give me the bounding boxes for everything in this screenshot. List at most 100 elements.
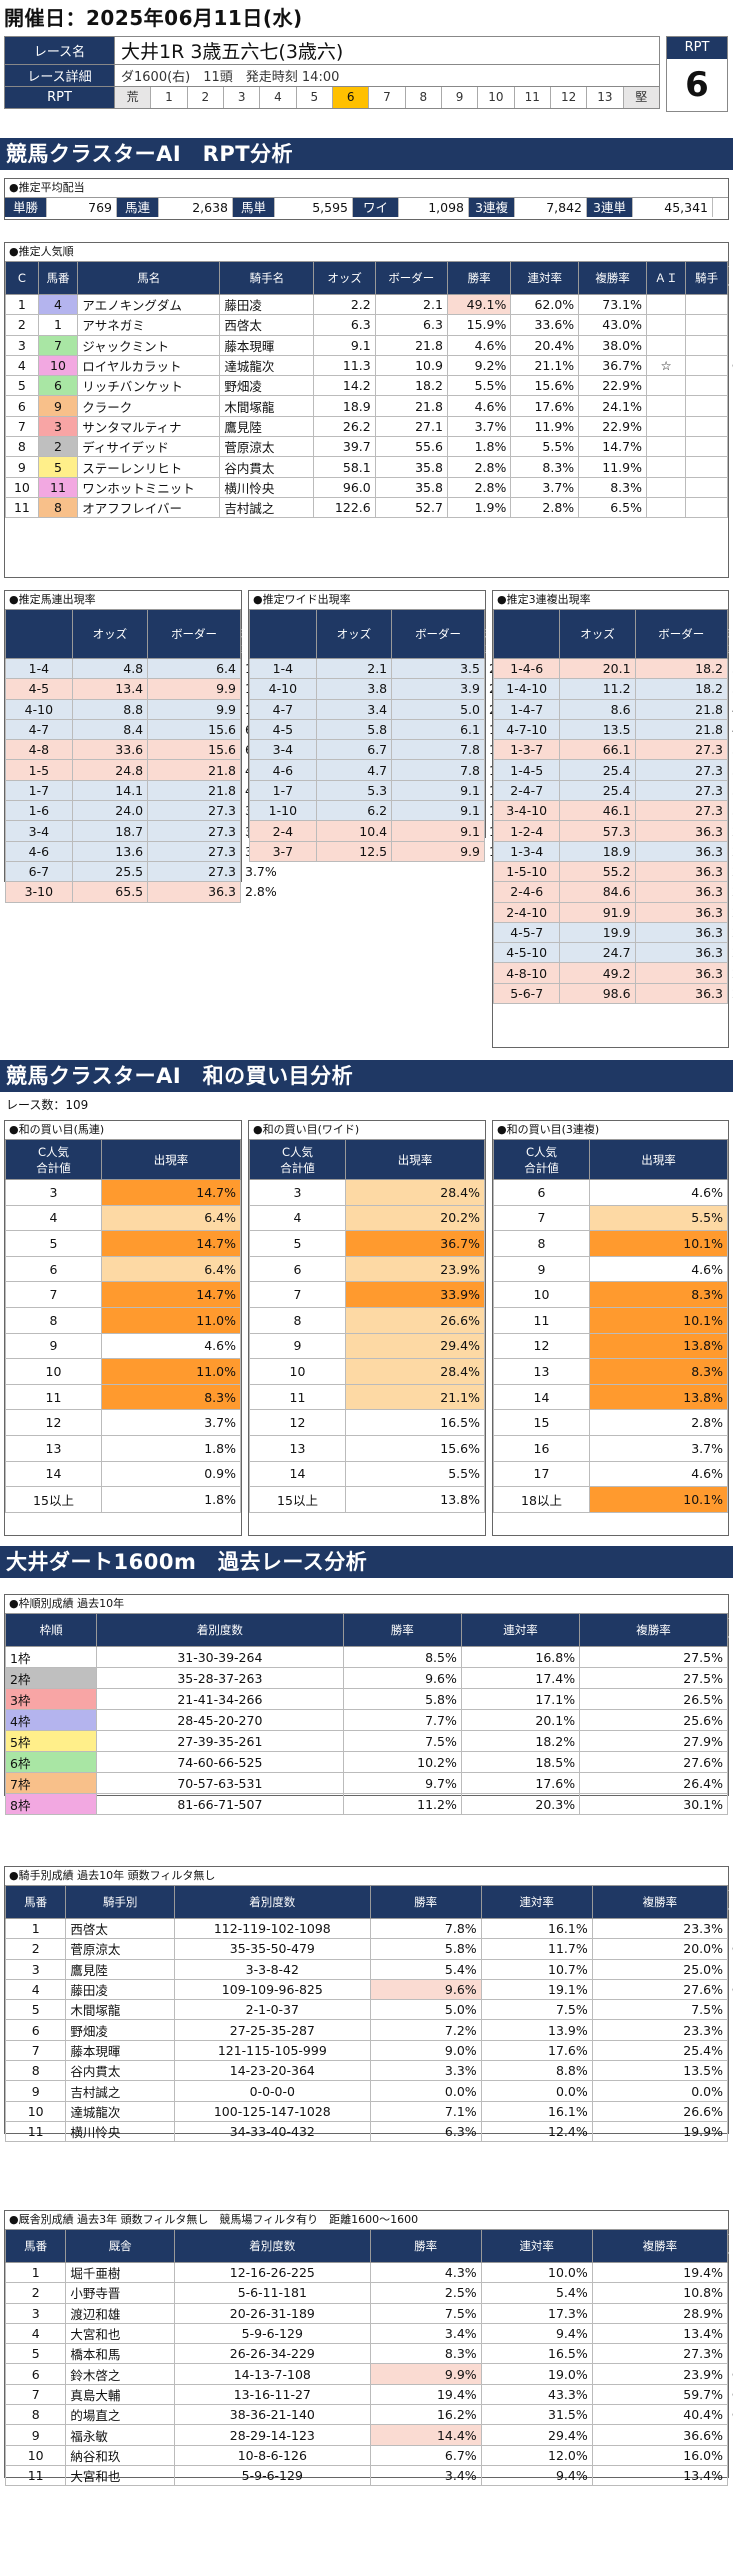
table-cell: 3 <box>4 1958 67 1980</box>
table-cell: 11 <box>5 1383 102 1411</box>
table-cell: 27.3% <box>591 2343 729 2365</box>
table-cell: 19.9 <box>559 921 636 944</box>
col-header: 勝率 <box>369 1885 482 1919</box>
rpt-box: RPT 6 <box>666 36 728 112</box>
col-header: 馬番 <box>4 2229 67 2263</box>
table-cell: 6.3 <box>374 314 448 336</box>
table-cell <box>645 476 687 498</box>
table-cell: 18.7 <box>71 820 149 842</box>
table-cell: 6.2 <box>315 800 393 822</box>
table-cell: 35-28-37-263 <box>96 1667 344 1689</box>
table-cell: 27.3 <box>147 820 241 842</box>
table-cell: 25.4 <box>559 759 636 781</box>
table-cell: 5-6-11-181 <box>174 2282 371 2304</box>
table-row: 10 11.0% <box>5 1358 241 1385</box>
table-cell: 9.6% <box>369 1978 482 2001</box>
umaren-caption: ●推定馬連出現率 <box>9 593 96 606</box>
table-row: 1-524.821.84.6% <box>5 759 277 781</box>
table-cell: 6枠 <box>4 1751 98 1773</box>
table-cell: 7 <box>249 1281 346 1308</box>
table-cell: 5 <box>5 1230 102 1257</box>
table-cell: 4-10 <box>249 678 317 700</box>
table-cell: 3-4-10 <box>492 800 561 822</box>
col-header: 連対率 <box>480 1885 593 1919</box>
table-row: 4-833.615.66.4% <box>5 739 277 761</box>
table-cell: 19.1% <box>480 1978 593 2001</box>
table-cell: 1 <box>37 314 79 336</box>
table-cell: 18以上 <box>493 1486 590 1513</box>
table-cell: 4.6% <box>446 395 512 417</box>
table-cell: 21.8 <box>634 718 729 741</box>
table-cell: 鷹見陸 <box>219 415 315 438</box>
table-cell: 9 <box>4 2080 67 2102</box>
table-cell: 12.5 <box>315 840 393 862</box>
table-cell: 28.9% <box>591 2302 729 2324</box>
table-cell: 15.6% <box>345 1434 485 1462</box>
table-cell: 橋本和馬 <box>65 2343 176 2365</box>
table-cell: 14 <box>249 1460 346 1488</box>
table-cell: 3-4 <box>249 739 317 761</box>
umaren-box: ●推定馬連出現率 オッズボーダー出現率1-44.86.415.6%4-513.4… <box>4 590 285 903</box>
table-cell: 2-4 <box>249 820 317 842</box>
waku-table: 枠順着別度数勝率連対率複勝率評価1枠31-30-39-2648.5%16.8%2… <box>4 1613 733 1815</box>
table-cell: 1-4-10 <box>492 678 561 700</box>
table-cell: 1枠 <box>4 1646 98 1668</box>
table-cell: 7.5% <box>480 1999 593 2021</box>
table-cell: 24.7 <box>559 942 636 964</box>
table-cell: 13.4% <box>591 2322 729 2345</box>
col-header: 出現率 <box>101 1139 241 1180</box>
col-header: C人気 合計値 <box>249 1139 346 1180</box>
table-cell: 4.7 <box>315 759 393 781</box>
table-cell: 26.6% <box>345 1306 485 1334</box>
table-cell: 14.7% <box>101 1281 241 1308</box>
table-cell: 19.4% <box>369 2383 482 2406</box>
table-cell: 7 <box>4 2383 67 2406</box>
table-cell: 5枠 <box>4 1730 98 1752</box>
wide-box: ●推定ワイド出現率 オッズボーダー出現率1-42.13.528.4%4-103.… <box>248 590 529 862</box>
table-cell: 12 <box>493 1332 590 1360</box>
table-cell: 7 <box>5 1281 102 1308</box>
table-cell: 11 <box>249 1383 346 1411</box>
table-cell: 17 <box>493 1460 590 1488</box>
table-cell: 1-4-6 <box>492 657 561 680</box>
table-cell: 59.7% <box>591 2383 729 2406</box>
jockey-caption: ●騎手別成績 過去10年 頭数フィルタ無し <box>9 1869 216 1882</box>
table-cell: 13 <box>493 1358 590 1385</box>
col-header: 出現率 <box>589 1139 728 1180</box>
table-row: 4-103.83.925.7% <box>249 678 529 700</box>
table-row: 7 33.9% <box>249 1281 485 1308</box>
table-cell: 0-0-0-0 <box>174 2080 371 2102</box>
table-cell: 7.2% <box>369 2019 482 2041</box>
table-row: 17 4.6% <box>493 1460 728 1488</box>
table-cell: 31-30-39-264 <box>96 1646 344 1668</box>
table-cell: 3-3-8-42 <box>174 1958 371 1980</box>
table-cell: 84.6 <box>559 881 636 903</box>
table-row: 5-6-798.636.32.8% <box>492 982 733 1005</box>
table-cell: 9.9 <box>147 698 241 720</box>
table-cell: 1-5 <box>5 759 73 781</box>
table-cell: 鷹見陸 <box>65 1958 176 1980</box>
table-row: 3 28.4% <box>249 1179 485 1206</box>
col-header: C人気 合計値 <box>5 1139 102 1180</box>
col-header-line: 合計値 <box>280 1160 315 1175</box>
rpt-scale-cell: 6 <box>331 87 369 108</box>
table-cell: 5.8% <box>342 1688 462 1710</box>
table-cell: ロイヤルカラット <box>77 354 221 377</box>
race-info-table: レース名 大井1R 3歳五六七(3歳六) レース詳細 ダ1600(右) 11頭 発走… <box>4 36 660 109</box>
table-cell: 9.6% <box>342 1667 462 1689</box>
table-cell: 11.7% <box>480 1938 593 1960</box>
table-row: 15以上 13.8% <box>249 1486 485 1513</box>
table-cell: 10-8-6-126 <box>174 2444 371 2466</box>
table-cell: 0.9% <box>101 1460 241 1488</box>
table-cell: 1-4-7 <box>492 698 561 720</box>
table-cell: 10.8% <box>591 2282 729 2304</box>
table-row: 4 20.2% <box>249 1204 485 1232</box>
